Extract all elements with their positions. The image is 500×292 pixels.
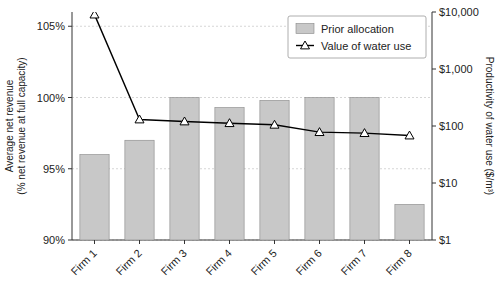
y-tick-label: 90% [43,234,65,246]
chart-container: 90% 95% 100% 105% $1 $10 $100 $1,000 $10,000 Firm… [0,0,500,292]
legend-label: Value of water use [321,40,411,52]
y2-axis-label: Productivity of water use ($/m³) [484,57,495,195]
axes [68,12,436,244]
y2-tick-label: $10,000 [439,6,479,18]
line-marker [135,115,144,123]
x-tick [409,240,410,244]
y2-tick [432,183,436,184]
x-tick [274,240,275,244]
y-axis-label-line: Average net revenue [4,79,15,172]
x-tick [139,240,140,244]
texts: 90% 95% 100% 105% $1 $10 $100 $1,000 $10,000 Firm… [4,6,495,277]
y-tick-label: 100% [37,92,65,104]
x-tick-label: Firm 6 [293,247,324,278]
y-tick [68,97,72,98]
bar [395,204,424,240]
bar [350,98,379,241]
line-marker [405,131,414,139]
y2-tick-label: $1 [439,234,451,246]
y2-tick [432,240,436,241]
x-tick-label: Firm 5 [248,247,279,278]
line-marker [360,129,369,137]
y2-tick [432,126,436,127]
legend-swatch [296,24,314,34]
x-tick-label: Firm 7 [338,247,369,278]
x-tick-label: Firm 1 [68,247,99,278]
line-marker [225,119,234,127]
x-tick [319,240,320,244]
y-axis-label: Average net revenue(% net revenue at ful… [4,57,27,194]
y2-tick [432,69,436,70]
chart-svg: 90% 95% 100% 105% $1 $10 $100 $1,000 $10,000 Firm… [0,0,500,292]
line-marker [180,117,189,125]
y-axis-label-line: (% net revenue at full capacity) [16,57,27,194]
y2-tick-label: $100 [439,120,463,132]
legend-label: Prior allocation [321,23,394,35]
legend-marker [301,41,310,49]
x-tick-label: Firm 4 [203,247,234,278]
plot-data [80,12,424,240]
y-tick-label: 105% [37,20,65,32]
line-marker [270,120,279,128]
y2-tick-label: $1,000 [439,63,473,75]
legend: Prior allocation Value of water use [288,16,426,58]
x-tick [229,240,230,244]
y-tick [68,26,72,27]
bar [305,98,334,241]
y-tick-label: 95% [43,163,65,175]
legend-frame [288,16,426,58]
x-tick [94,240,95,244]
line-marker [90,12,99,18]
x-tick [364,240,365,244]
x-tick-label: Firm 3 [158,247,189,278]
y-axis-line [72,12,73,240]
bar [125,140,154,240]
bar [170,98,199,241]
x-tick [184,240,185,244]
y-tick [68,168,72,169]
y-tick [68,240,72,241]
x-tick-label: Firm 2 [113,247,144,278]
bar [215,107,244,240]
line [95,15,410,136]
bar [260,100,289,240]
y2-tick [432,12,436,13]
y2-tick-label: $10 [439,177,457,189]
bar [80,155,109,241]
line-marker [315,128,324,136]
x-tick-label: Firm 8 [383,247,414,278]
